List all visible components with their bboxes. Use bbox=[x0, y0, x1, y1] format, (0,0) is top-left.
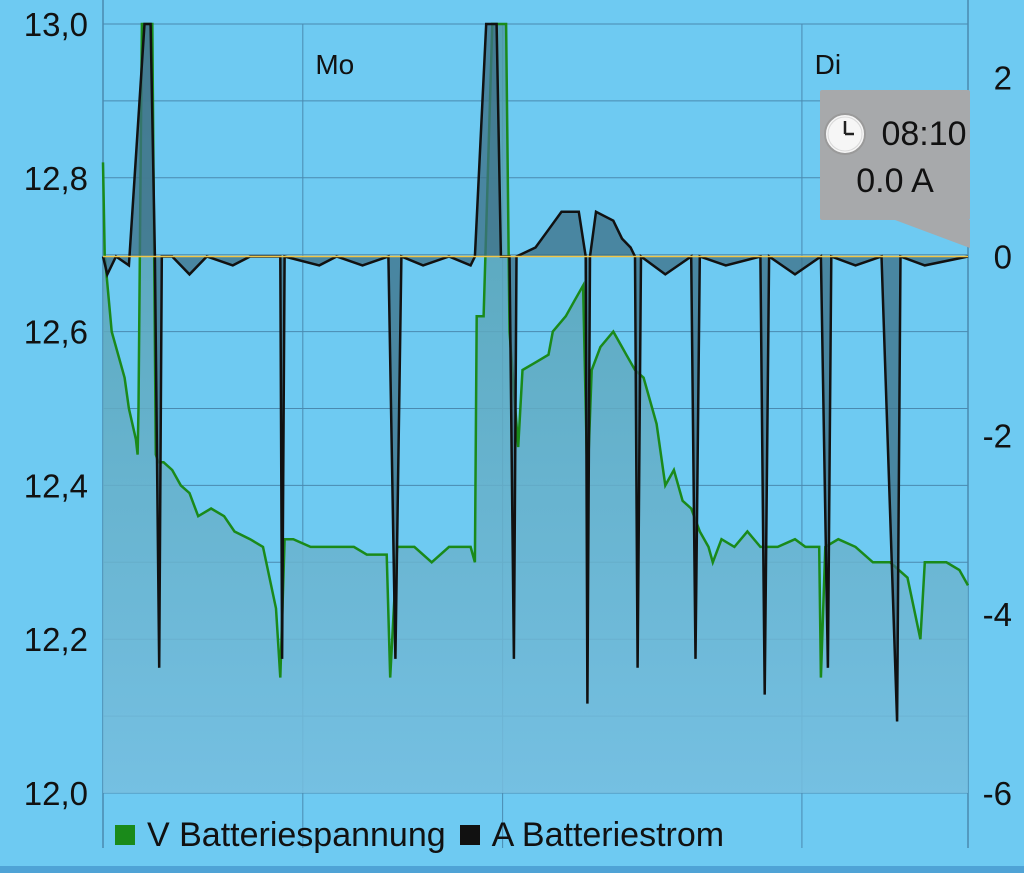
legend-label-current: A Batteriestrom bbox=[491, 815, 725, 854]
tooltip-time: 08:10 bbox=[881, 114, 967, 153]
legend-label-voltage: V Batteriespannung bbox=[147, 815, 446, 854]
right-tick-label: -4 bbox=[983, 596, 1012, 633]
tooltip-tail bbox=[895, 220, 970, 248]
bottom-bar bbox=[0, 866, 1024, 873]
legend-item-current[interactable]: A Batteriestrom bbox=[459, 815, 725, 855]
right-tick-label: -2 bbox=[983, 417, 1012, 454]
voltage-line bbox=[101, 22, 970, 678]
left-tick-label: 12,4 bbox=[24, 467, 88, 504]
legend-swatch-voltage bbox=[115, 825, 135, 845]
left-tick-label: 12,8 bbox=[24, 160, 88, 197]
tooltip-value: 0.0 A bbox=[856, 162, 934, 200]
left-tick-label: 12,2 bbox=[24, 621, 88, 658]
voltage-area bbox=[103, 24, 968, 793]
day-label: Di bbox=[815, 49, 841, 80]
right-tick-label: 0 bbox=[994, 238, 1012, 275]
axis-layer: 13,0 12,8 12,6 12,4 12,2 12,0 2 0 -2 -4 -6 Mo Di bbox=[24, 6, 1012, 812]
legend-item-voltage[interactable]: V Batteriespannung bbox=[115, 816, 446, 855]
legend-swatch-current bbox=[459, 825, 480, 845]
left-tick-label: 12,0 bbox=[24, 775, 88, 812]
left-tick-label: 13,0 bbox=[24, 6, 88, 43]
left-tick-label: 12,6 bbox=[24, 314, 88, 351]
series-layer bbox=[101, 22, 970, 793]
clock-icon bbox=[824, 113, 867, 155]
right-tick-label: 2 bbox=[994, 60, 1012, 97]
day-label: Mo bbox=[315, 49, 354, 80]
value-tooltip: 08:10 0.0 A bbox=[820, 90, 970, 220]
right-tick-label: -6 bbox=[983, 775, 1012, 812]
chart-legend: V Batteriespannung A Batteriestrom bbox=[115, 810, 738, 860]
